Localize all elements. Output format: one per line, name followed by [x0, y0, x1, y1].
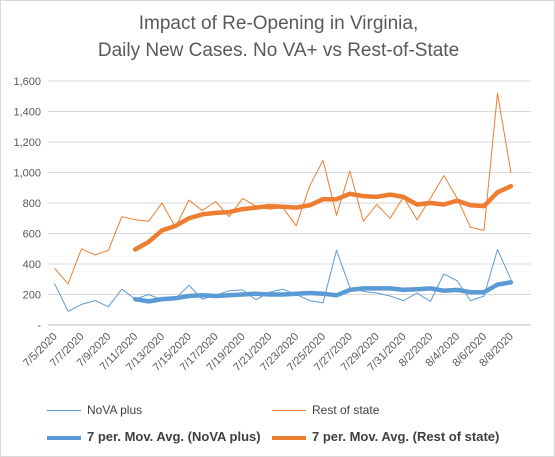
y-tick-label: 1,400: [13, 107, 41, 119]
y-tick-label: 1,000: [13, 168, 41, 180]
plot-area: -2004006008001,0001,2001,4001,6007/5/202…: [13, 76, 531, 374]
legend-item-nova-avg: 7 per. Mov. Avg. (NoVA plus): [47, 428, 261, 446]
legend-swatch-rest-avg: [272, 435, 306, 440]
legend-item-rest-avg: 7 per. Mov. Avg. (Rest of state): [272, 428, 499, 446]
series-line-2: [132, 280, 514, 304]
y-tick-label: 600: [23, 229, 41, 241]
legend-label-nova-plus: NoVA plus: [87, 403, 143, 417]
y-tick-label: -: [37, 320, 41, 332]
legend-swatch-nova-plus: [47, 410, 81, 412]
legend-item-nova-plus: NoVA plus: [47, 401, 142, 419]
chart-title-line-1: Impact of Re-Opening in Virginia,: [138, 13, 419, 34]
legend-item-rest-of-state: Rest of state: [272, 401, 379, 419]
chart-title-line-2: Daily New Cases. No VA+ vs Rest-of-State: [97, 40, 460, 61]
series-line-1: [54, 92, 512, 285]
legend-label-rest-avg: 7 per. Mov. Avg. (Rest of state): [312, 429, 500, 444]
y-tick-label: 200: [23, 290, 41, 302]
y-tick-label: 1,600: [13, 76, 41, 88]
y-tick-label: 800: [23, 198, 41, 210]
series-line-3: [132, 183, 514, 252]
legend-label-nova-avg: 7 per. Mov. Avg. (NoVA plus): [87, 429, 261, 444]
legend-swatch-rest-of-state: [272, 410, 306, 412]
y-tick-label: 400: [23, 259, 41, 271]
legend-swatch-nova-avg: [47, 435, 81, 440]
legend-label-rest-of-state: Rest of state: [312, 403, 380, 417]
y-tick-label: 1,200: [13, 137, 41, 149]
series-line-0: [54, 249, 512, 312]
